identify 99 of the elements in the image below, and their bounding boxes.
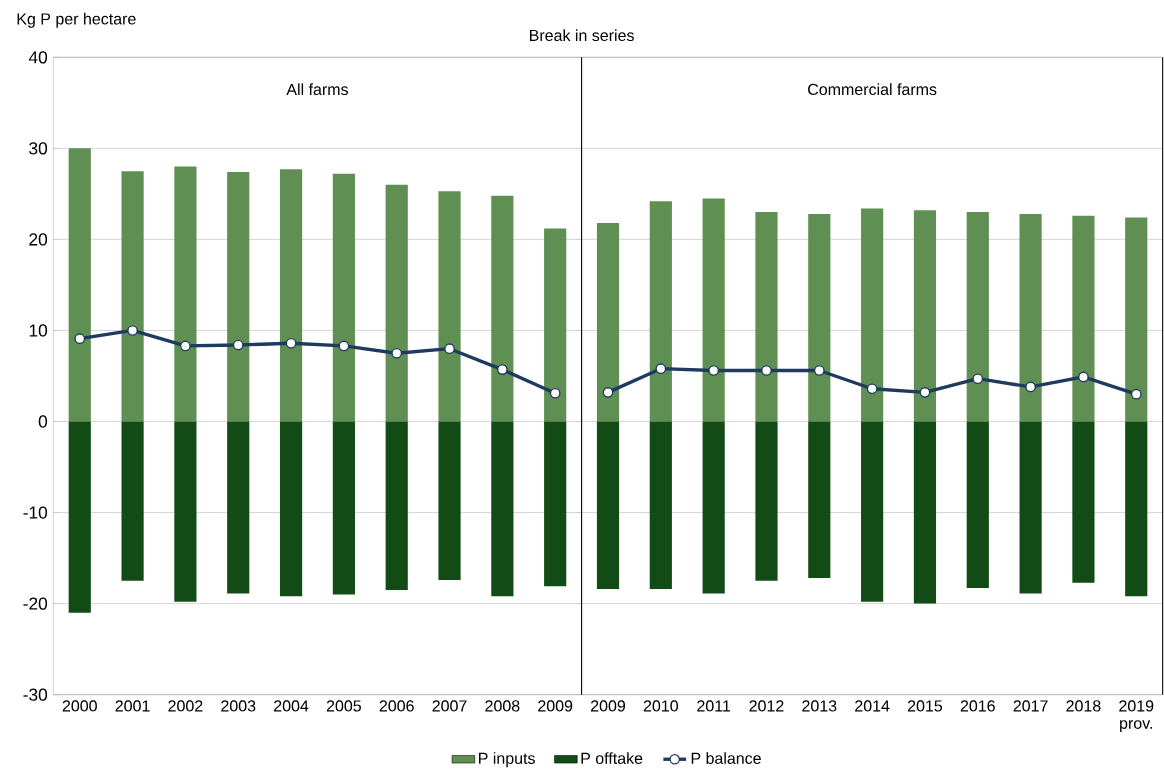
bar [385,184,408,422]
bar [596,222,620,422]
bar [279,169,303,422]
y-tick-label: 0 [38,415,48,428]
bar [491,195,514,422]
bar [332,421,355,595]
bar [1072,215,1095,422]
x-tick-label: 2018 [1066,700,1101,712]
bar [227,421,250,594]
x-tick-label: 2015 [907,700,943,712]
point [655,363,667,374]
point [497,364,508,375]
x-tick-label: 2000 [62,700,97,712]
bar [68,421,91,613]
bar [438,421,461,580]
x-tick-label: 2002 [168,700,203,712]
y-tick-label: 10 [29,324,48,337]
bar [1125,421,1148,597]
point [391,347,403,359]
bar [68,148,91,422]
bar [491,421,514,597]
point [127,324,138,336]
chart-title: Break in series [530,29,634,41]
bar [1072,421,1095,583]
bar [332,173,355,422]
y-tick-label: 40 [28,51,48,64]
point [444,343,455,354]
y-tick-label: -10 [23,506,48,519]
point [1078,371,1089,383]
bar [544,421,567,587]
bar [279,421,303,597]
point [813,365,825,376]
point [549,387,561,399]
annotation: All farms [286,83,348,95]
bar [808,421,831,578]
annotation: Commercial farms [808,83,937,95]
legend-label: P offtake [581,752,643,764]
x-tick-label: 2019 prov. [1119,700,1154,732]
bar [808,213,831,422]
point [1130,388,1142,400]
x-tick-label: 2005 [326,700,361,712]
point [602,386,614,398]
point [338,340,350,352]
bar [755,211,778,422]
bar [702,198,725,422]
bar [121,170,144,422]
point [74,333,86,344]
point [866,383,878,394]
bar [913,421,937,604]
x-tick-label: 2014 [855,700,890,712]
x-tick-label: 2009 [591,700,626,712]
point [972,373,984,384]
bar [913,210,937,422]
x-tick-label: 2006 [379,700,414,712]
bar [174,166,197,422]
bar [755,421,778,581]
x-tick-label: 2012 [749,700,784,712]
bar [544,228,567,422]
bar [966,211,989,422]
x-tick-label: 2013 [802,700,837,712]
bar [1019,213,1042,422]
bar [1125,217,1148,422]
bar [649,421,672,589]
x-tick-label: 2003 [221,700,256,712]
point [232,339,244,351]
bar [861,208,884,422]
x-tick-label: 2008 [485,700,520,712]
legend-label: P inputs [479,752,535,768]
bar [861,421,884,602]
y-tick-label: -20 [23,597,48,610]
point [285,337,297,349]
bar [649,201,672,422]
y-tick-label: 20 [29,233,48,246]
x-tick-label: 2001 [115,700,150,712]
bar [702,421,725,594]
x-tick-label: 2007 [432,700,467,712]
bar [227,171,250,422]
x-tick-label: 2010 [643,700,678,712]
point [708,365,719,376]
bar [121,421,144,581]
bar [966,421,989,588]
x-tick-label: 2004 [274,700,309,712]
bar [596,421,620,589]
x-tick-label: 2009 [538,700,573,712]
y-tick-label: 30 [29,142,48,155]
point [761,365,772,376]
y-axis-title: Kg P per hectare [17,12,136,28]
point [180,340,191,352]
legend-label: P balance [691,752,761,764]
bar [1019,421,1042,594]
y-tick-label: -30 [23,688,48,701]
bar [174,421,197,602]
bar [385,421,408,590]
bar [438,191,461,422]
x-tick-label: 2017 [1013,700,1048,712]
point [1025,381,1036,393]
x-tick-label: 2016 [960,700,995,712]
x-tick-label: 2011 [697,700,731,712]
point [919,386,931,398]
